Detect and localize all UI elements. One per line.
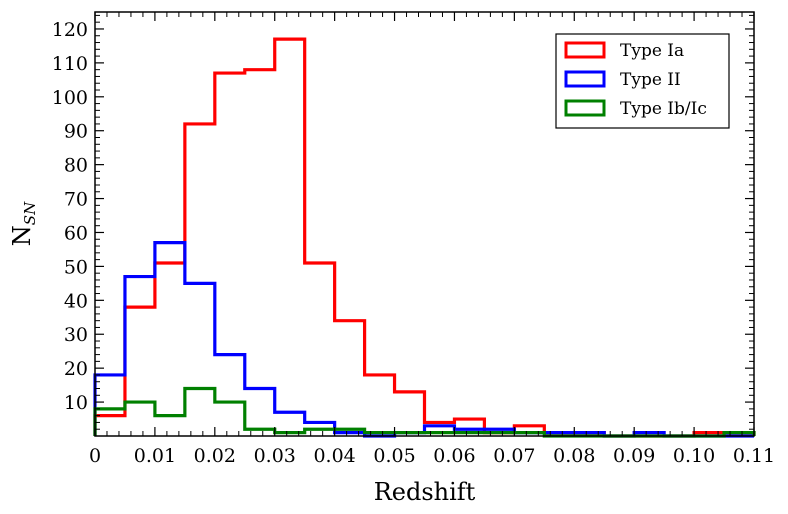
y-axis-title-main: N [8, 225, 36, 246]
x-tick-label: 0.10 [673, 445, 715, 467]
x-tick-label: 0.02 [194, 445, 236, 467]
legend-swatch-type-ii [564, 70, 606, 88]
y-axis-title: NSN [8, 201, 39, 246]
legend-frame [555, 33, 730, 129]
x-tick-label: 0 [89, 445, 101, 467]
x-tick-label: 0.08 [553, 445, 595, 467]
y-tick-label: 110 [52, 53, 88, 75]
y-tick-label: 120 [52, 19, 88, 41]
y-tick-label: 80 [64, 155, 88, 177]
y-tick-label: 50 [64, 256, 88, 278]
x-tick-label: 0.03 [254, 445, 296, 467]
x-tick-label: 0.06 [433, 445, 475, 467]
y-tick-label: 30 [64, 324, 88, 346]
x-axis-title: Redshift [374, 478, 476, 506]
y-tick-label: 40 [64, 290, 88, 312]
x-tick-label: 0.01 [134, 445, 176, 467]
legend: Type Ia Type II Type Ib/Ic [555, 33, 730, 129]
x-tick-label: 0.04 [313, 445, 355, 467]
legend-label-type-ia: Type Ia [620, 41, 684, 61]
plot-frame [94, 11, 755, 437]
y-tick-label: 70 [64, 189, 88, 211]
y-tick-label: 10 [64, 392, 88, 414]
x-tick-label: 0.11 [733, 445, 775, 467]
legend-label-type-ib-ic: Type Ib/Ic [620, 99, 707, 119]
x-tick-label: 0.07 [493, 445, 535, 467]
legend-swatch-type-ia [564, 41, 606, 59]
x-tick-label: 0.09 [613, 445, 655, 467]
y-tick-label: 100 [52, 87, 88, 109]
y-tick-label: 20 [64, 358, 88, 380]
legend-swatch-type-ib-ic [564, 99, 606, 117]
y-axis-title-subscript: SN [21, 201, 39, 225]
y-tick-label: 60 [64, 222, 88, 244]
y-tick-label: 90 [64, 121, 88, 143]
legend-label-type-ii: Type II [620, 70, 681, 90]
x-tick-label: 0.05 [373, 445, 415, 467]
tick-layer: 0 0.01 0.02 0.03 0.04 0.05 0.06 0.07 0.08 0.09 0.1… [52, 12, 775, 467]
